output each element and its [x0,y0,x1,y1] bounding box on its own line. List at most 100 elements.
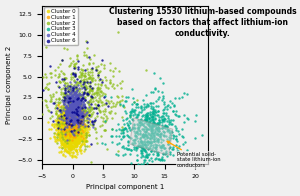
Cluster 3 [158,145,163,149]
Cluster 3 [142,149,147,152]
Cluster 3 [146,111,151,114]
Cluster 0 [66,139,71,142]
Cluster 3 [128,129,132,132]
Cluster 2 [96,72,101,75]
Cluster 1 [67,123,72,126]
Cluster 0 [65,139,70,142]
Cluster 0 [61,128,66,131]
Cluster 0 [85,139,90,142]
Cluster 0 [73,112,78,115]
Cluster 0 [72,126,76,129]
Cluster 4 [73,100,77,103]
Cluster 3 [174,144,179,147]
Cluster 0 [66,132,71,135]
Cluster 0 [65,140,70,143]
Cluster 2 [80,64,85,67]
Cluster 3 [131,146,136,149]
Cluster 2 [85,82,90,85]
Cluster 0 [61,123,66,126]
Cluster 3 [145,139,149,142]
Cluster 0 [70,138,75,141]
Cluster 4 [73,92,77,95]
Cluster 3 [160,126,164,130]
Cluster 1 [79,122,83,125]
Cluster 0 [73,119,78,122]
Cluster 0 [65,116,70,119]
Cluster 0 [72,128,76,132]
Cluster 4 [67,105,72,108]
Cluster 4 [68,114,72,117]
Cluster 0 [65,124,70,127]
Cluster 0 [55,125,60,129]
Cluster 0 [66,146,71,149]
Cluster 3 [179,96,184,99]
Cluster 2 [68,104,73,107]
Cluster 2 [65,87,70,91]
Cluster 2 [88,82,93,85]
Cluster 2 [33,82,38,85]
Cluster 3 [121,118,125,122]
Cluster 2 [62,107,67,110]
Cluster 1 [73,119,78,122]
Cluster 4 [87,113,92,117]
Cluster 0 [63,125,68,128]
Cluster 0 [62,125,67,129]
Cluster 0 [62,122,67,125]
Cluster 6 [90,121,95,124]
Cluster 3 [159,98,164,102]
Cluster 2 [94,91,99,94]
Cluster 3 [155,129,160,132]
Cluster 0 [65,131,70,134]
Cluster 0 [70,113,74,116]
Cluster 0 [68,120,72,123]
X-axis label: Principal component 1: Principal component 1 [85,184,164,191]
Cluster 0 [79,152,84,155]
Cluster 6 [70,111,75,114]
Cluster 0 [77,111,82,114]
Cluster 2 [82,88,87,92]
Cluster 0 [69,136,74,140]
Cluster 3 [140,120,144,123]
Cluster 0 [72,125,76,129]
Cluster 0 [58,136,62,140]
Cluster 2 [74,81,78,84]
Cluster 6 [64,116,68,120]
Cluster 4 [67,120,72,123]
Cluster 2 [85,93,90,96]
Cluster 0 [69,126,74,129]
Cluster 1 [77,120,82,123]
Cluster 1 [69,127,74,130]
Cluster 4 [69,90,74,93]
Cluster 1 [76,110,80,113]
Cluster 0 [75,153,80,156]
Cluster 0 [76,139,81,142]
Cluster 0 [74,117,79,120]
Cluster 2 [65,84,70,87]
Cluster 2 [97,110,102,113]
Cluster 0 [64,126,69,130]
Cluster 3 [145,152,150,155]
Cluster 0 [67,124,72,127]
Cluster 4 [73,105,78,108]
Cluster 0 [70,132,75,135]
Cluster 0 [73,136,77,139]
Cluster 2 [54,112,58,115]
Cluster 4 [70,115,74,118]
Cluster 3 [150,107,155,110]
Cluster 0 [75,126,80,129]
Cluster 0 [70,113,75,116]
Cluster 1 [67,130,72,133]
Cluster 0 [59,130,64,133]
Cluster 2 [80,105,85,108]
Cluster 4 [70,106,75,110]
Cluster 0 [71,131,76,134]
Cluster 0 [60,135,64,138]
Cluster 2 [48,76,53,79]
Cluster 0 [76,129,80,132]
Cluster 0 [58,138,63,141]
Cluster 0 [62,116,67,119]
Cluster 4 [72,118,76,121]
Cluster 0 [71,125,76,128]
Cluster 0 [67,124,71,127]
Cluster 0 [70,134,74,137]
